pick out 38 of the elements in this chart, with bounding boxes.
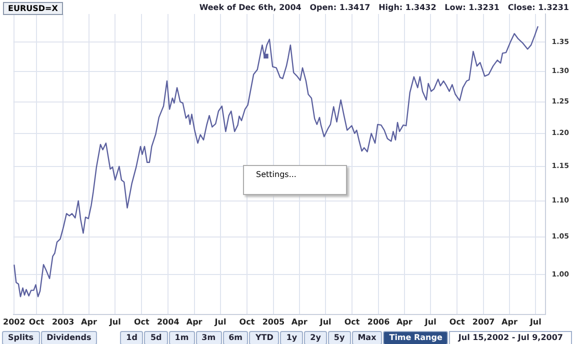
x-tick-label: Jul (108, 317, 122, 326)
chart-title: EURUSD=X (3, 2, 63, 15)
text: Dividends (40, 331, 98, 344)
text: 5y (328, 331, 351, 344)
x-tick-label: 2002 (3, 317, 26, 326)
x-tick-label: Oct (449, 317, 465, 326)
x-tick-label: Oct (239, 317, 255, 326)
x-tick-label: 2007 (472, 317, 495, 326)
x-tick-label: Apr (291, 317, 308, 326)
x-tick-label: Oct (134, 317, 150, 326)
text: Max (352, 331, 382, 344)
x-tick-label: Oct (28, 317, 44, 326)
x-tick-label: Jul (318, 317, 332, 326)
x-tick-label: 2004 (156, 317, 180, 326)
x-tick-label: Apr (81, 317, 97, 326)
x-tick-label: Jul (424, 317, 437, 326)
text: YTD (249, 331, 280, 344)
context-menu: Settings... (243, 165, 347, 195)
x-tick-label: 2003 (52, 317, 74, 326)
text: Week of Dec 6th, 2004 Open: 1.3417 High: 1.3432 Low: 1.3231 Close: 1.3231 (199, 3, 569, 12)
text: Time Range (383, 331, 448, 344)
text: 5d (144, 331, 168, 344)
x-tick-label: Apr (502, 317, 518, 326)
text: Splits (2, 331, 40, 344)
x-tick-label: Jul (528, 317, 542, 326)
text: 6m (222, 331, 248, 344)
text: 1m (168, 331, 195, 344)
x-tick-label: 2006 (367, 317, 390, 326)
x-tick-label: Oct (344, 317, 360, 326)
x-tick-label: Apr (396, 317, 412, 326)
text: 3m (196, 331, 222, 344)
text: Jul 15,2002 - Jul 9,2007 (449, 331, 572, 344)
text: 1y (280, 331, 304, 344)
x-tick-label: 2005 (262, 317, 286, 326)
x-tick-label: Jul (214, 317, 226, 326)
text: 2y (304, 331, 327, 344)
text: 1d (120, 331, 144, 344)
x-tick-label: Apr (186, 317, 202, 326)
